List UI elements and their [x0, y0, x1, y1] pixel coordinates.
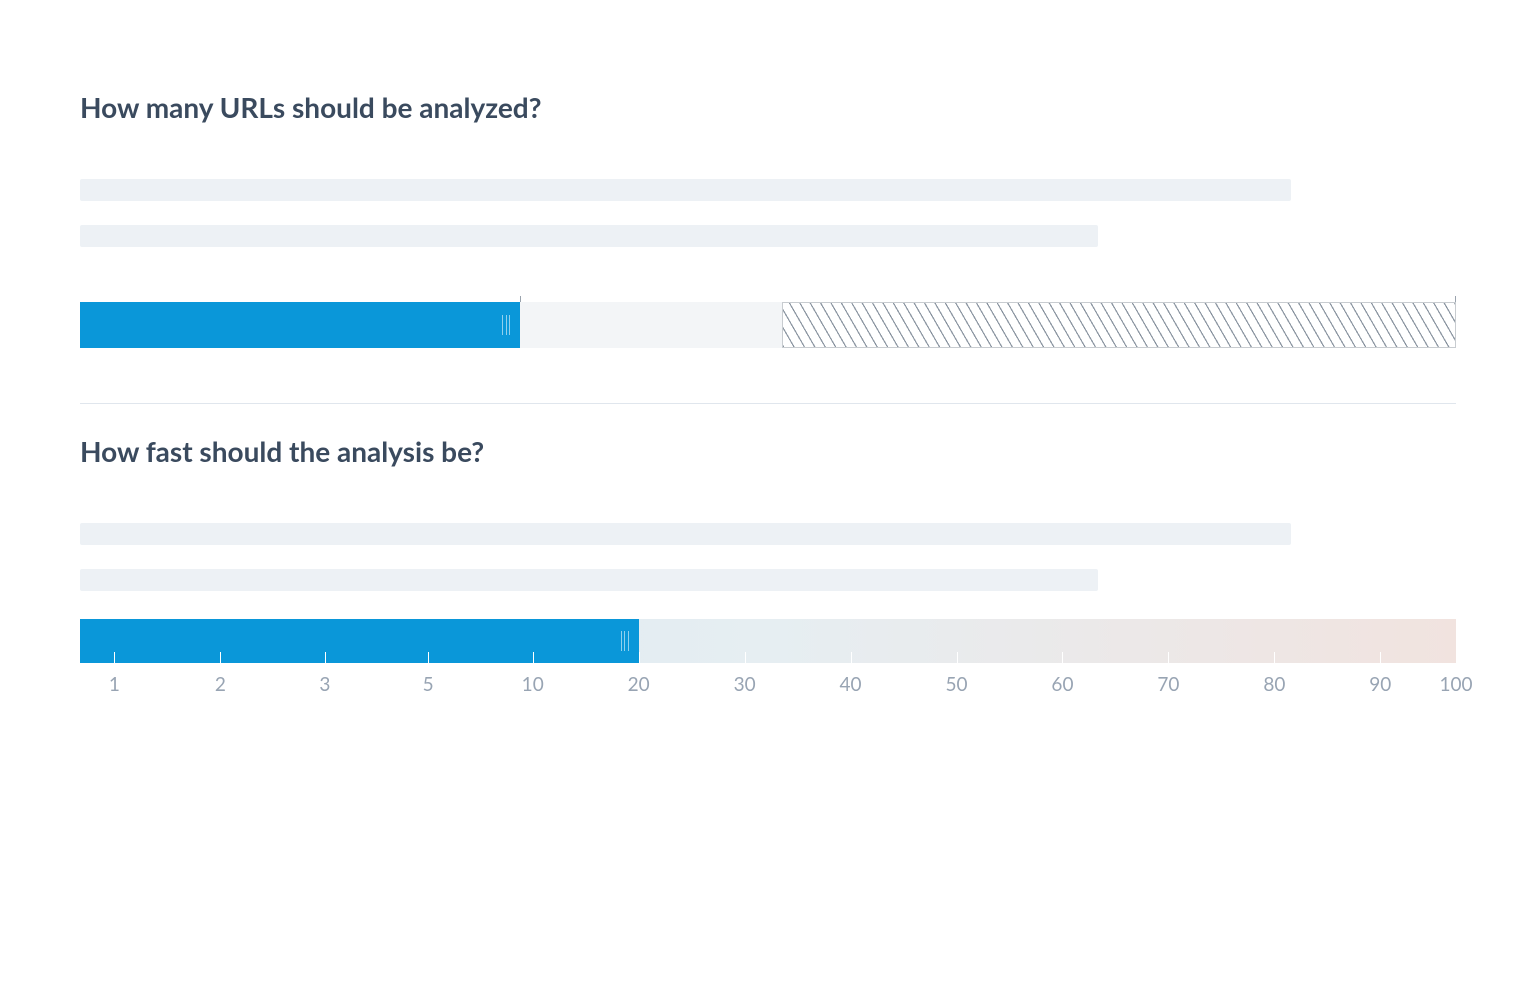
section-speed-description-skeleton: [80, 523, 1456, 591]
skeleton-line: [80, 225, 1098, 247]
speed-slider-tick: [1380, 652, 1381, 663]
section-speed-title: How fast should the analysis be?: [80, 434, 1456, 468]
speed-slider-label: 100: [1439, 673, 1472, 696]
speed-slider-tick: [220, 652, 221, 663]
speed-slider-tick: [851, 652, 852, 663]
section-urls-description-skeleton: [80, 179, 1456, 247]
urls-slider-track: [80, 302, 1456, 348]
section-urls: How many URLs should be analyzed?: [80, 60, 1456, 403]
speed-slider-label: 5: [423, 673, 434, 696]
speed-slider-tick: [428, 652, 429, 663]
speed-slider-label: 60: [1051, 673, 1073, 696]
speed-slider-label: 10: [522, 673, 544, 696]
speed-slider-label: 40: [840, 673, 862, 696]
urls-slider-marker: [520, 296, 521, 302]
speed-slider-label: 1: [109, 673, 120, 696]
speed-slider-label: 20: [628, 673, 650, 696]
speed-slider-tick: [639, 652, 640, 663]
speed-slider-tick: [957, 652, 958, 663]
speed-slider-tick: [533, 652, 534, 663]
speed-slider-label: 90: [1369, 673, 1391, 696]
section-urls-title: How many URLs should be analyzed?: [80, 90, 1456, 124]
urls-slider-available: [520, 302, 781, 348]
speed-slider-label: 30: [734, 673, 756, 696]
speed-slider-labels: 1235102030405060708090100: [80, 673, 1456, 703]
urls-slider-fill: [80, 302, 520, 348]
page-root: How many URLs should be analyzed? How fa…: [0, 0, 1536, 758]
skeleton-line: [80, 569, 1098, 591]
skeleton-line: [80, 179, 1291, 201]
slider-grip-icon[interactable]: [502, 315, 510, 335]
speed-slider-tick: [745, 652, 746, 663]
speed-slider-tick: [1062, 652, 1063, 663]
speed-slider-label: 2: [215, 673, 226, 696]
urls-slider-marker: [1455, 296, 1456, 302]
speed-slider-label: 3: [319, 673, 330, 696]
section-speed: How fast should the analysis be? 1 2 3 5 10 2…: [80, 403, 1456, 758]
speed-slider-tick: [1168, 652, 1169, 663]
slider-grip-icon[interactable]: [621, 631, 629, 651]
skeleton-line: [80, 523, 1291, 545]
speed-slider-tick: [114, 652, 115, 663]
urls-slider-disabled: [782, 302, 1456, 348]
speed-slider-label: 80: [1263, 673, 1285, 696]
speed-slider-label: 50: [945, 673, 967, 696]
speed-slider-ticks: [80, 651, 1456, 663]
speed-slider-tick: [325, 652, 326, 663]
speed-slider-wrap: 1235102030405060708090100: [80, 619, 1456, 703]
speed-slider[interactable]: [80, 619, 1456, 663]
speed-slider-label: 70: [1157, 673, 1179, 696]
speed-slider-tick: [1274, 652, 1275, 663]
urls-slider[interactable]: [80, 302, 1456, 348]
